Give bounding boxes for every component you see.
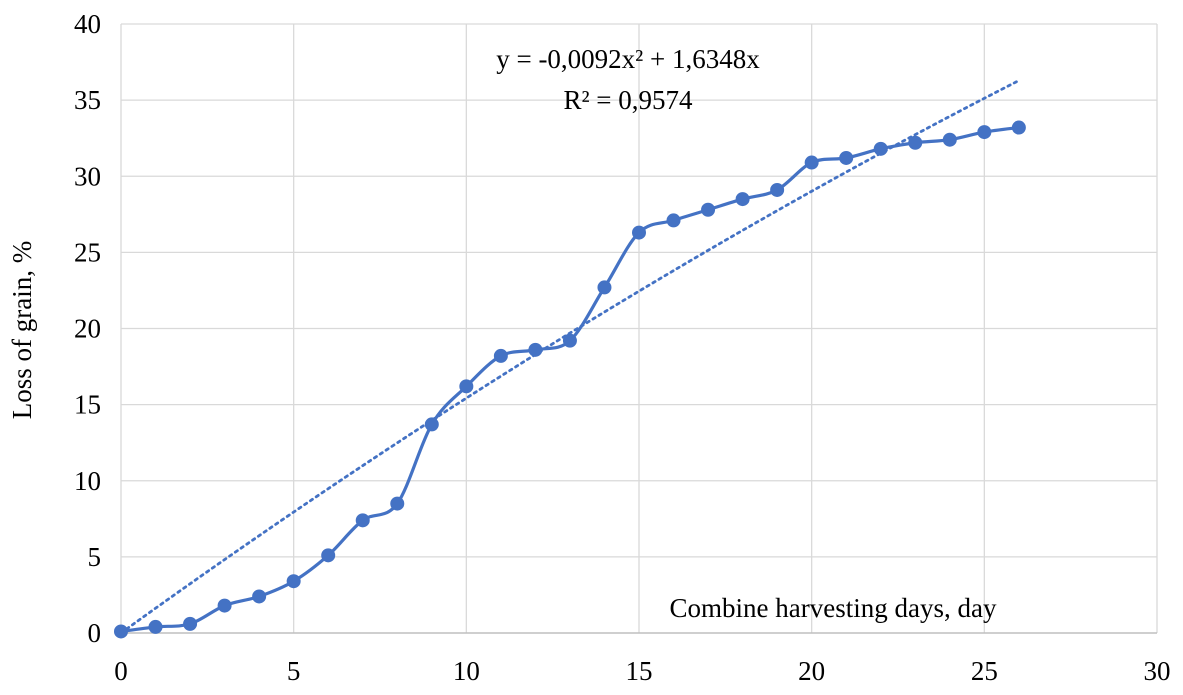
y-tick-label: 5 (88, 542, 102, 572)
data-series (114, 120, 1026, 639)
data-point (114, 624, 128, 639)
data-point (1011, 120, 1026, 135)
data-point (770, 182, 785, 197)
data-point (942, 132, 957, 147)
trendline-path (119, 79, 1021, 635)
tick-labels: 0 5 10 15 20 25 30 35 40 0 5 10 15 20 25 30 (74, 9, 1171, 686)
x-tick-label: 20 (798, 656, 825, 686)
data-point (804, 155, 819, 170)
y-tick-label: 25 (74, 237, 101, 267)
y-tick-label: 20 (74, 314, 101, 344)
x-tick-label: 0 (114, 656, 128, 686)
data-point (493, 348, 508, 363)
data-point (424, 417, 439, 432)
data-point (873, 141, 888, 156)
data-point (562, 333, 577, 348)
r-squared-label: R² = 0,9574 (563, 85, 693, 115)
y-tick-label: 30 (74, 161, 101, 191)
data-point (632, 225, 646, 240)
data-point (183, 616, 198, 631)
data-point (252, 589, 267, 604)
data-point (908, 135, 923, 150)
data-point (148, 619, 163, 634)
x-tick-label: 30 (1144, 656, 1171, 686)
data-point (217, 598, 232, 613)
x-tick-label: 5 (287, 656, 301, 686)
data-point (286, 574, 301, 589)
y-axis-title: Loss of grain, % (7, 241, 37, 419)
y-tick-label: 10 (74, 466, 101, 496)
y-tick-label: 0 (88, 618, 102, 648)
grid-lines (121, 23, 1158, 633)
y-tick-label: 40 (74, 9, 101, 39)
data-point (666, 213, 681, 228)
trendline-equation: y = -0,0092x² + 1,6348x (496, 44, 760, 74)
data-point (597, 280, 612, 295)
x-tick-label: 10 (453, 656, 480, 686)
series-line (120, 125, 1020, 634)
y-tick-label: 35 (74, 85, 101, 115)
data-point (735, 192, 750, 207)
x-tick-label: 15 (626, 656, 653, 686)
data-point (701, 202, 716, 217)
trendline (119, 79, 1021, 635)
data-point (459, 379, 474, 394)
data-point (528, 342, 543, 357)
data-point (321, 548, 336, 563)
y-tick-label: 15 (74, 390, 101, 420)
axes (120, 24, 1157, 634)
data-point (839, 150, 854, 165)
data-point (355, 513, 370, 528)
x-axis-title: Combine harvesting days, day (670, 593, 997, 623)
data-point (977, 125, 992, 140)
data-point (390, 496, 405, 511)
x-tick-label: 25 (971, 656, 998, 686)
